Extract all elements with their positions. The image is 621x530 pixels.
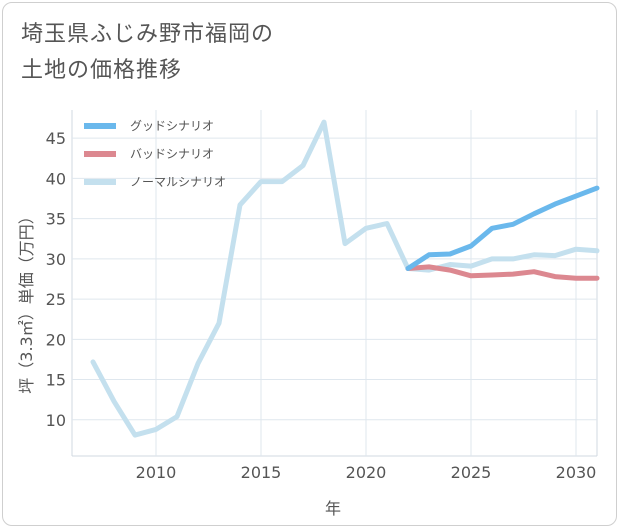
y-tick-label: 40 [46,169,66,188]
chart-card: 埼玉県ふじみ野市福岡の 土地の価格推移 [2,2,617,526]
series-line-bad [405,264,600,281]
y-tick-labels: 10 15 20 25 30 35 40 45 [46,129,66,430]
y-axis-label: 坪（3.3㎡）単価（万円） [17,208,36,393]
legend-label: バッドシナリオ [130,147,214,161]
y-tick-label: 35 [46,210,66,229]
title-line-2: 土地の価格推移 [21,58,183,83]
x-tick-label: 2015 [241,463,282,482]
y-tick-label: 25 [46,290,66,309]
legend-label: グッドシナリオ [130,119,214,133]
title-line-1: 埼玉県ふじみ野市福岡の [21,22,275,47]
grid-lines [71,110,598,457]
x-tick-label: 2010 [136,463,177,482]
x-tick-label: 2025 [451,463,492,482]
y-tick-label: 10 [46,411,66,430]
legend-label: ノーマルシナリオ [130,175,226,189]
series-lines [90,119,600,438]
y-tick-label: 15 [46,371,66,390]
chart-title: 埼玉県ふじみ野市福岡の 土地の価格推移 [21,17,274,89]
series-line-good [405,185,600,271]
x-axis-label: 年 [325,499,341,518]
x-tick-label: 2020 [346,463,387,482]
x-tick-labels: 2010 2015 2020 2025 2030 [136,463,597,482]
y-tick-label: 30 [46,250,66,269]
x-tick-label: 2030 [556,463,597,482]
series-line-normal [90,119,600,438]
y-tick-label: 45 [46,129,66,148]
y-tick-label: 20 [46,330,66,349]
